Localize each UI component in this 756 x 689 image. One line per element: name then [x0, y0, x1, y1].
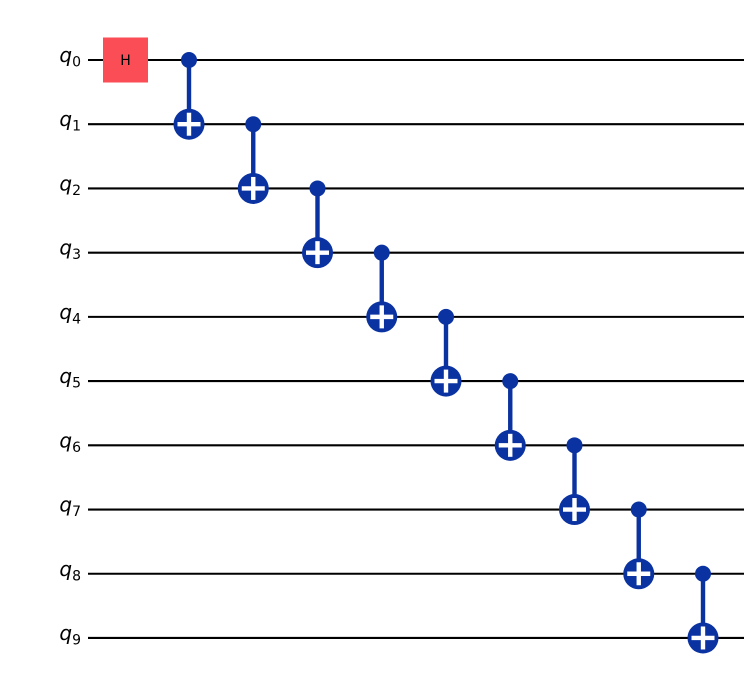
cx-gate-0-1	[173, 52, 205, 140]
h-gate: H	[103, 37, 148, 83]
cx-gate-7-8	[623, 501, 655, 590]
qubit-label-2: q2	[59, 171, 81, 199]
qubit-label-0: q0	[59, 43, 81, 71]
qubit-label-9: q9	[59, 621, 81, 649]
cx-control-dot	[502, 373, 519, 390]
cx-gate-8-9	[687, 565, 719, 654]
cx-control-dot	[630, 501, 647, 518]
cx-control-dot	[181, 52, 197, 68]
cx-gate-1-2	[237, 116, 269, 204]
qubit-label-8: q8	[59, 557, 81, 585]
qubit-label-7: q7	[59, 493, 81, 521]
cx-control-dot	[566, 437, 583, 454]
cx-control-dot	[695, 565, 711, 582]
cx-gate-4-5	[430, 308, 462, 397]
cx-gate-2-3	[302, 180, 333, 269]
qubit-label-3: q3	[59, 236, 81, 264]
qubit-label-4: q4	[59, 300, 81, 328]
h-gate-box	[103, 37, 148, 83]
cx-gate-5-6	[494, 373, 526, 461]
qubit-label-5: q5	[59, 364, 81, 392]
cx-control-dot	[373, 244, 390, 261]
qubit-label-6: q6	[59, 428, 81, 456]
h-gate-label: H	[120, 53, 131, 69]
qubit-label-1: q1	[59, 107, 81, 135]
cx-control-dot	[309, 180, 326, 197]
cx-control-dot	[438, 308, 454, 325]
cx-gate-6-7	[559, 437, 590, 526]
cx-gate-3-4	[366, 244, 398, 333]
cx-control-dot	[245, 116, 262, 133]
